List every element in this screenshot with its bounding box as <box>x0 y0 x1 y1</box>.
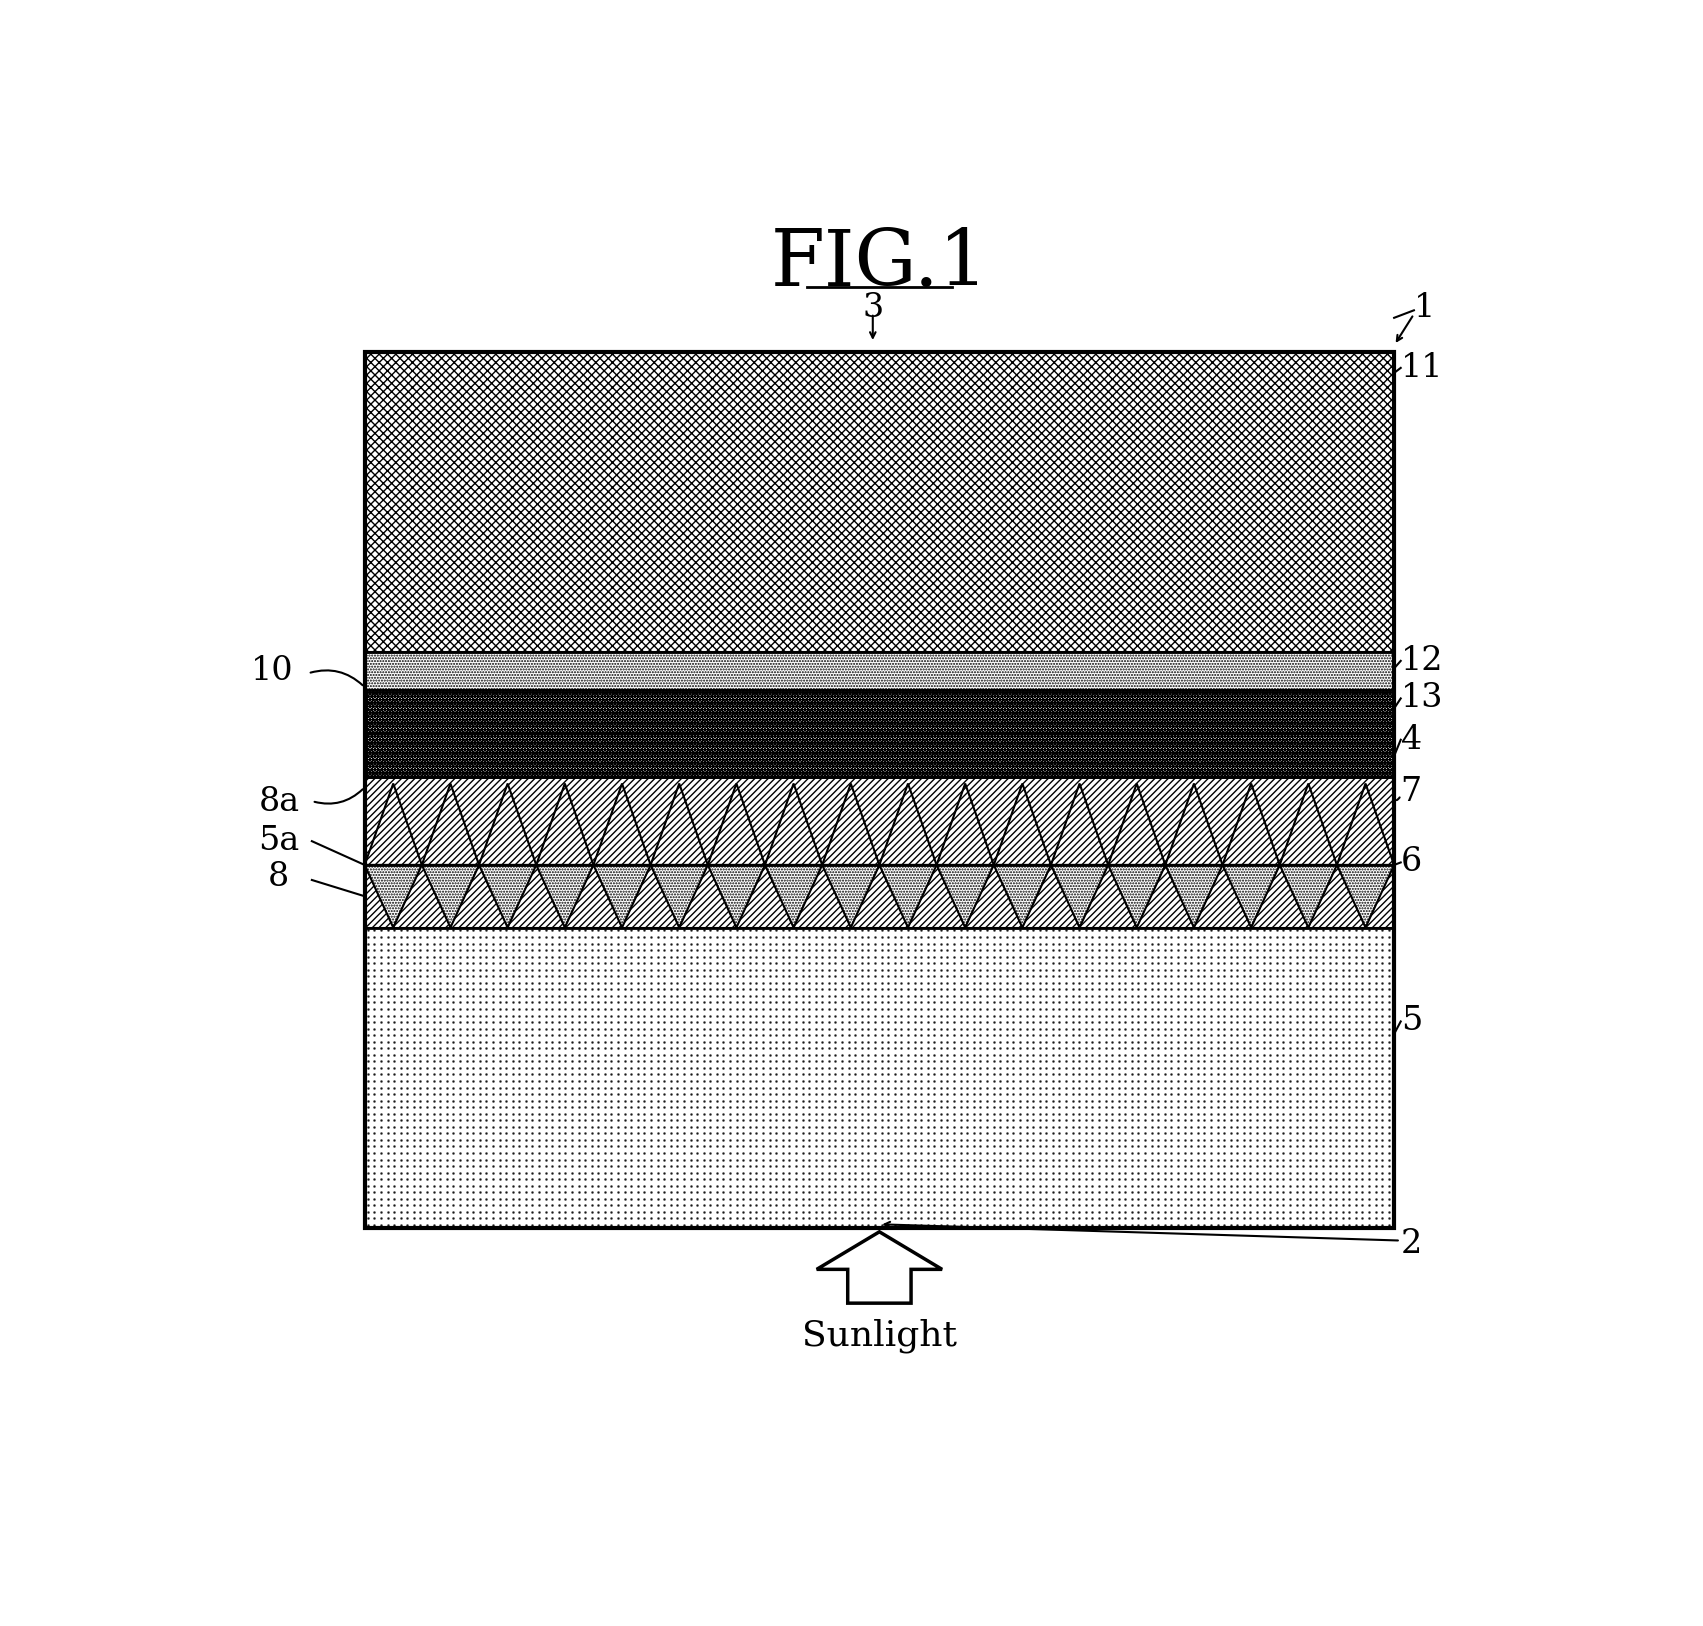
Polygon shape <box>593 784 651 865</box>
Polygon shape <box>879 784 937 865</box>
Bar <box>364 777 1395 927</box>
Text: 3: 3 <box>862 291 884 324</box>
Text: 13: 13 <box>1402 683 1442 714</box>
Polygon shape <box>651 784 708 865</box>
Polygon shape <box>1337 784 1395 865</box>
Polygon shape <box>1279 784 1337 865</box>
Polygon shape <box>708 784 765 865</box>
Polygon shape <box>364 784 422 865</box>
Polygon shape <box>1109 865 1165 927</box>
Polygon shape <box>422 784 479 865</box>
Text: 11: 11 <box>1402 351 1442 384</box>
Polygon shape <box>765 865 823 927</box>
Text: FIG.1: FIG.1 <box>770 226 988 302</box>
Polygon shape <box>536 865 593 927</box>
Bar <box>364 689 1395 733</box>
Polygon shape <box>823 865 879 927</box>
Bar <box>364 927 1395 1228</box>
Polygon shape <box>1223 865 1279 927</box>
Polygon shape <box>651 865 708 927</box>
Polygon shape <box>879 865 937 927</box>
Text: 6: 6 <box>1402 847 1422 878</box>
Polygon shape <box>1165 865 1223 927</box>
Polygon shape <box>1223 784 1279 865</box>
Polygon shape <box>1051 784 1109 865</box>
Polygon shape <box>995 784 1051 865</box>
Polygon shape <box>1337 865 1395 927</box>
Polygon shape <box>1109 784 1165 865</box>
Bar <box>364 733 1395 777</box>
Polygon shape <box>422 865 479 927</box>
Text: 8a: 8a <box>259 787 300 818</box>
Polygon shape <box>708 865 765 927</box>
Polygon shape <box>823 784 879 865</box>
Polygon shape <box>479 865 536 927</box>
Text: Sunlight: Sunlight <box>802 1319 957 1353</box>
Bar <box>364 351 1395 652</box>
Text: 1: 1 <box>1413 291 1436 324</box>
Text: 8: 8 <box>269 862 290 893</box>
Polygon shape <box>817 1233 942 1302</box>
Polygon shape <box>364 865 422 927</box>
Polygon shape <box>536 784 593 865</box>
Polygon shape <box>593 865 651 927</box>
Polygon shape <box>937 865 995 927</box>
Text: 7: 7 <box>1402 776 1422 808</box>
Polygon shape <box>1279 865 1337 927</box>
Text: 5a: 5a <box>259 824 300 857</box>
Bar <box>364 777 1395 927</box>
Text: 5: 5 <box>1402 1005 1422 1037</box>
Text: 10: 10 <box>250 655 293 686</box>
Bar <box>364 351 1395 1228</box>
Text: 2: 2 <box>1402 1228 1422 1260</box>
Polygon shape <box>995 865 1051 927</box>
Bar <box>364 652 1395 689</box>
Polygon shape <box>765 784 823 865</box>
Polygon shape <box>479 784 536 865</box>
Text: 4: 4 <box>1402 724 1422 756</box>
Polygon shape <box>1051 865 1109 927</box>
Text: 12: 12 <box>1402 646 1442 676</box>
Polygon shape <box>1165 784 1223 865</box>
Polygon shape <box>937 784 995 865</box>
